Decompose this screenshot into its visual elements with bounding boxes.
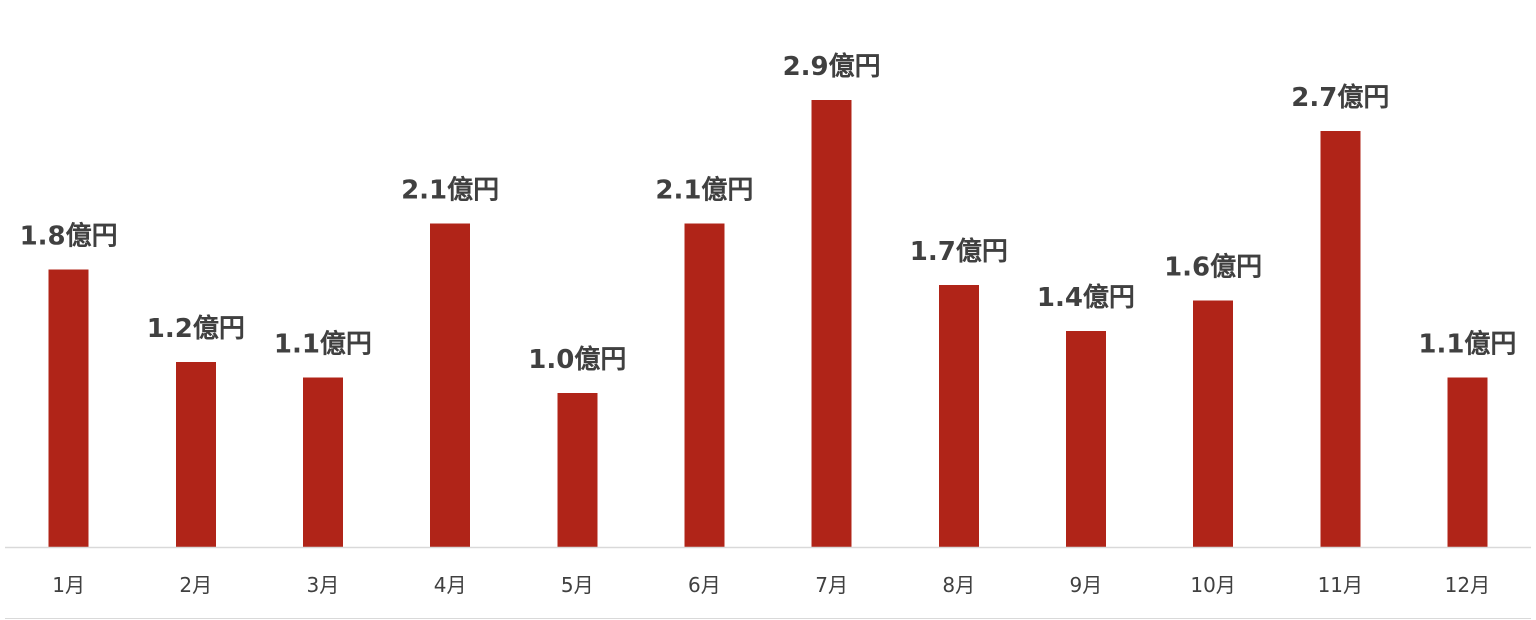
x-tick-label-10: 10月 [1190,573,1235,597]
x-tick-label-5: 5月 [561,573,594,597]
x-tick-label-12: 12月 [1445,573,1490,597]
x-tick-label-8: 8月 [942,573,975,597]
data-label-5: 1.0億円 [528,345,626,375]
data-label-6: 2.1億円 [655,175,753,205]
data-label-4: 2.1億円 [401,175,499,205]
bar-10 [1193,300,1234,547]
bar-12 [1447,377,1488,547]
bar-4 [430,223,471,548]
x-tick-label-9: 9月 [1070,573,1103,597]
bar-11 [1320,130,1361,548]
bar-9 [1065,331,1106,547]
bar-6 [684,223,725,548]
data-label-3: 1.1億円 [274,329,372,359]
data-label-10: 1.6億円 [1164,252,1262,282]
bar-2 [175,362,216,547]
bar-3 [302,377,343,547]
x-tick-label-4: 4月 [434,573,467,597]
data-label-1: 1.8億円 [20,222,118,252]
data-labels-layer: 1.8億円 1.2億円 1.1億円 2.1億円 1.0億円 2.1億円 2.9億円 1.7億円… [20,52,1517,375]
x-tick-label-6: 6月 [688,573,721,597]
x-tick-label-2: 2月 [179,573,212,597]
data-label-8: 1.7億円 [910,237,1008,267]
bar-5 [557,392,598,547]
x-tick-label-7: 7月 [815,573,848,597]
bars-layer [48,100,1488,548]
bar-7 [811,100,852,547]
x-tick-labels-layer: 1月 2月 3月 4月 5月 6月 7月 8月 9月 10月 11月 12月 [52,573,1490,597]
bar-8 [938,285,979,547]
data-label-7: 2.9億円 [783,52,881,82]
x-tick-label-1: 1月 [52,573,85,597]
x-tick-label-11: 11月 [1318,573,1363,597]
data-label-11: 2.7億円 [1291,83,1389,113]
x-tick-label-3: 3月 [307,573,340,597]
data-label-2: 1.2億円 [147,314,245,344]
data-label-12: 1.1億円 [1418,329,1516,359]
data-label-9: 1.4億円 [1037,283,1135,313]
bar-1 [48,269,89,547]
